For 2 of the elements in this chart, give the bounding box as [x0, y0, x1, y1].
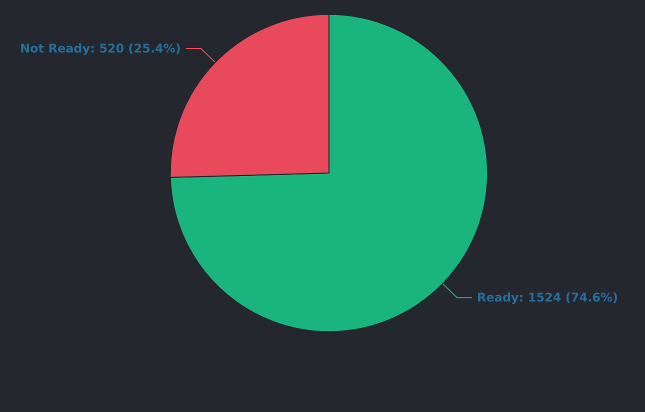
slice-label: Not Ready: 520 (25.4%) [20, 41, 181, 56]
slice-label: Ready: 1524 (74.6%) [476, 290, 618, 305]
